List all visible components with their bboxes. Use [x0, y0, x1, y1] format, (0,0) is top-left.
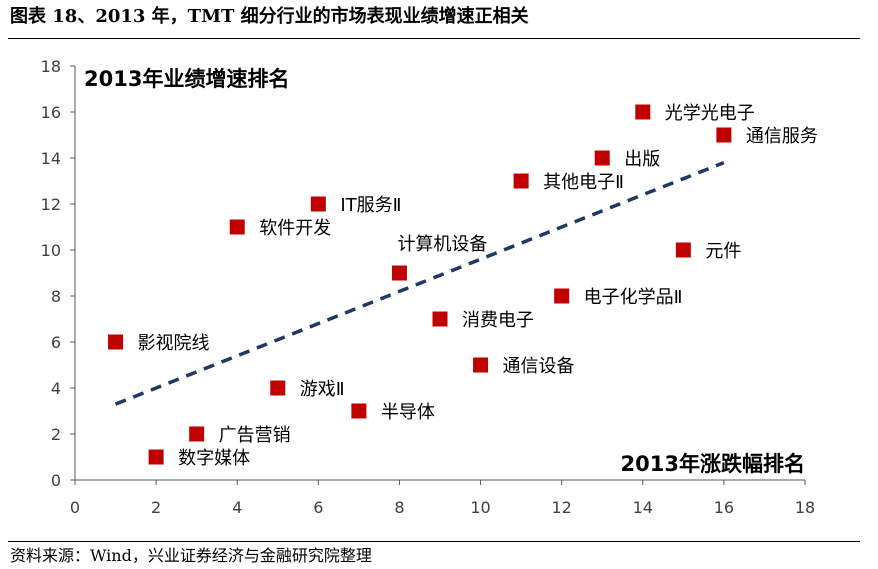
x-tick-label: 10	[470, 498, 490, 517]
y-tick-label: 0	[51, 471, 61, 490]
point-label: 元件	[705, 241, 741, 262]
axes: 0 2 4 6 8 10 12 14 16 18 0 2 4 6 8 10 12 14 16 18	[41, 57, 816, 517]
point-label: 通信服务	[746, 126, 818, 147]
point-label: 电子化学品Ⅱ	[584, 287, 683, 308]
point-marker	[391, 265, 407, 281]
point-label: 计算机设备	[397, 234, 487, 255]
point-label: IT服务Ⅱ	[340, 195, 401, 216]
x-tick-label: 18	[795, 498, 815, 517]
point-label: 光学光电子	[665, 103, 755, 124]
x-tick-label: 12	[551, 498, 571, 517]
point-label: 半导体	[381, 402, 435, 423]
x-axis-title: 2013年涨跌幅排名	[621, 452, 805, 476]
x-tick-label: 14	[633, 498, 653, 517]
point-label: 游戏Ⅱ	[300, 379, 345, 400]
point-label: 出版	[624, 149, 660, 170]
point-label: 数字媒体	[178, 448, 250, 469]
y-tick-label: 4	[51, 379, 61, 398]
x-tick-label: 0	[70, 498, 80, 517]
top-rule	[8, 38, 860, 39]
x-tick-label: 2	[151, 498, 161, 517]
axis-titles: 2013年业绩增速排名 2013年涨跌幅排名	[84, 67, 805, 476]
point-marker	[635, 104, 651, 120]
point-marker	[473, 357, 489, 373]
bottom-rule	[8, 541, 860, 542]
trend-line	[114, 160, 725, 406]
point-marker	[675, 242, 691, 258]
point-marker	[432, 311, 448, 327]
scatter-chart: 0 2 4 6 8 10 12 14 16 18 0 2 4 6 8 10 12 14 16 18 光学光电子通信服务…	[41, 57, 818, 517]
trendline-group	[114, 160, 725, 406]
y-tick-label: 14	[41, 149, 61, 168]
point-label: 广告营销	[219, 425, 291, 446]
x-tick-label: 8	[394, 498, 404, 517]
point-marker	[108, 334, 124, 350]
point-marker	[594, 150, 610, 166]
y-tick-label: 16	[41, 103, 61, 122]
point-marker	[189, 426, 205, 442]
point-marker	[148, 449, 164, 465]
figure-title: 图表 18、2013 年，TMT 细分行业的市场表现业绩增速正相关	[10, 6, 529, 27]
y-tick-label: 10	[41, 241, 61, 260]
point-marker	[310, 196, 326, 212]
y-tick-label: 18	[41, 57, 61, 76]
y-axis-title: 2013年业绩增速排名	[84, 67, 289, 91]
point-marker	[716, 127, 732, 143]
point-label: 消费电子	[462, 310, 534, 331]
y-tick-label: 12	[41, 195, 61, 214]
point-label: 影视院线	[138, 333, 210, 354]
y-tick-label: 6	[51, 333, 61, 352]
point-marker	[513, 173, 529, 189]
y-tick-label: 8	[51, 287, 61, 306]
point-marker	[229, 219, 245, 235]
point-label: 其他电子Ⅱ	[543, 172, 624, 193]
x-tick-label: 6	[313, 498, 323, 517]
source-note: 资料来源：Wind，兴业证券经济与金融研究院整理	[10, 546, 372, 565]
x-tick-label: 4	[232, 498, 242, 517]
point-marker	[351, 403, 367, 419]
x-tick-label: 16	[714, 498, 734, 517]
point-label: 软件开发	[259, 218, 331, 239]
point-label: 通信设备	[503, 356, 575, 377]
point-marker	[554, 288, 570, 304]
point-marker	[270, 380, 286, 396]
y-tick-label: 2	[51, 425, 61, 444]
